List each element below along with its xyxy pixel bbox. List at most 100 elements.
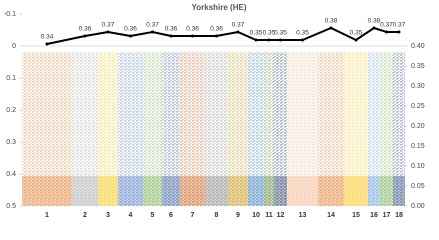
chromosome-band: [368, 52, 380, 206]
x-tick-label: 4: [129, 212, 133, 219]
x-tick-label: 11: [265, 212, 273, 219]
chromosome-band: [205, 52, 228, 206]
data-label: 0.37: [393, 22, 406, 29]
chromosome-base: [180, 176, 205, 206]
chromosome-base: [162, 176, 180, 206]
y-tick-label: 0.3: [6, 139, 16, 146]
chromosome-band: [264, 52, 274, 206]
data-label: 0.36: [186, 26, 199, 33]
point: [279, 38, 282, 42]
chromosome-band: [22, 52, 72, 206]
x-tick-label: 3: [106, 212, 110, 219]
x-tick-label: 1: [45, 212, 49, 219]
x-tick-label: 14: [327, 212, 335, 219]
data-label: 0.35: [274, 30, 287, 37]
point: [354, 38, 358, 42]
chart-title: Yorkshire (HE): [192, 3, 247, 12]
data-label: 0.35: [263, 30, 276, 37]
point: [129, 34, 132, 38]
line: [46, 26, 399, 45]
point: [397, 30, 401, 34]
point: [169, 34, 173, 38]
x-tick-label: 10: [252, 212, 260, 219]
y2-tick-label: 0.05: [411, 183, 425, 190]
y-tick-label: 0.4: [6, 171, 16, 178]
chromosome-band: [380, 52, 393, 206]
data-label: 0.36: [165, 26, 178, 33]
y2-tick-label: 0.20: [411, 123, 425, 130]
y2-tick-label: 0.10: [411, 163, 425, 170]
x-tick-label: 12: [277, 212, 285, 219]
chromosome-base: [205, 176, 228, 206]
chromosome-band: [248, 52, 264, 206]
data-label: 0.34: [41, 34, 54, 41]
y2-tick-label: 0.40: [411, 43, 425, 50]
data-label: 0.36: [210, 26, 223, 33]
chromosome-base: [72, 176, 98, 206]
data-label: 0.38: [325, 18, 338, 25]
data-label: 0.35: [296, 30, 309, 37]
x-tick-label: 17: [383, 212, 391, 219]
chromosome-band: [318, 52, 344, 206]
chromosome-base: [380, 176, 393, 206]
x-tick-label: 16: [370, 212, 378, 219]
point: [106, 30, 110, 34]
chromosome-base: [22, 176, 72, 206]
data-label: 0.37: [146, 22, 159, 29]
chromosome-band: [274, 52, 287, 206]
point: [191, 34, 194, 38]
y2-tick-label: 0.30: [411, 83, 425, 90]
y-tick-label: 0.1: [6, 75, 16, 82]
chromosome-band: [287, 52, 318, 206]
chromosome-band: [143, 52, 162, 206]
chromosome-band: [162, 52, 180, 206]
chart: Yorkshire (HE) -0.1 0 0.1 0.2 0.3 0.4 0.5 0.40 0…: [4, 3, 425, 219]
x-tick-label: 15: [352, 212, 360, 219]
chromosome-base: [98, 176, 118, 206]
y-tick-label: 0: [12, 43, 16, 50]
chromosome-band: [180, 52, 205, 206]
chromosome-base: [118, 176, 143, 206]
x-tick-label: 18: [395, 212, 403, 219]
y2-tick-label: 0.25: [411, 103, 425, 110]
y-tick-label: 0.2: [6, 107, 16, 114]
data-label: 0.35: [350, 30, 363, 37]
x-tick-label: 8: [215, 212, 219, 219]
chromosome-base: [264, 176, 274, 206]
x-tick-label: 13: [299, 212, 307, 219]
chromosome-base: [248, 176, 264, 206]
x-tick-label: 2: [83, 212, 87, 219]
x-tick-label: 5: [151, 212, 155, 219]
y2-tick-label: 0.35: [411, 63, 425, 70]
data-label: 0.37: [380, 22, 393, 29]
data-label: 0.36: [124, 26, 137, 33]
chromosome-base: [318, 176, 344, 206]
point: [385, 30, 388, 34]
chromosome-band: [72, 52, 98, 206]
y2-tick-label: 0.15: [411, 143, 425, 150]
chromosome-band: [98, 52, 118, 206]
point: [254, 38, 258, 42]
chromosome-base: [228, 176, 248, 206]
chromosome-band: [393, 52, 405, 206]
chromosome-base: [143, 176, 162, 206]
x-tick-label: 9: [236, 212, 240, 219]
point: [83, 34, 87, 38]
chromosome-base: [274, 176, 287, 206]
x-tick-label: 7: [191, 212, 195, 219]
data-label: 0.36: [79, 26, 92, 33]
x-tick-label: 6: [169, 212, 173, 219]
chromosome-base: [368, 176, 380, 206]
chromosome-band: [344, 52, 368, 206]
data-label: 0.38: [368, 18, 381, 25]
point: [267, 38, 271, 42]
chromosome-base: [287, 176, 318, 206]
data-label: 0.35: [250, 30, 263, 37]
y-tick-label: -0.1: [4, 11, 16, 18]
point: [151, 30, 154, 34]
point: [329, 26, 333, 30]
point: [215, 34, 218, 38]
chromosome-base: [393, 176, 405, 206]
point: [236, 30, 240, 34]
chromosome-base: [344, 176, 368, 206]
